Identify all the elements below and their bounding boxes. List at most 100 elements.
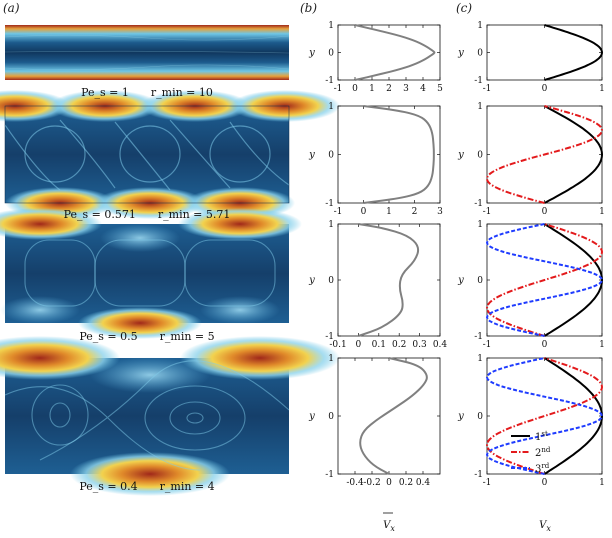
caption-r-4: r_min = 4 — [160, 480, 215, 493]
xtick-label-b3-5: 0.4 — [433, 340, 448, 350]
plot-b-4-frame — [337, 357, 441, 475]
caption-pe-4: Pe_s = 0.4 — [79, 480, 137, 493]
series-b1-mean-Vx — [354, 24, 436, 81]
ytick-label-b1-1: 0 — [328, 49, 334, 59]
ytick-label-c3-1: 0 — [477, 276, 483, 286]
legend-label-2nd: 2nd — [535, 446, 551, 459]
ytick-label-c3-2: 1 — [477, 220, 483, 230]
plot-c-row-2: -1 0 1 -1 0 1 y — [457, 102, 605, 217]
line-plots: -1 0 1 2 3 4 5 -1 0 1 y -1 0 1 2 3 -1 0 1 y -0.1 0 0.1 0.2 0.3 0.… — [308, 21, 605, 488]
ylabel-c4: y — [457, 411, 464, 422]
xtick-label-b1-3: 2 — [386, 84, 392, 94]
xtick-label-b1-4: 3 — [403, 84, 409, 94]
plot-c-4-frame — [486, 357, 603, 475]
ylabel-c2: y — [457, 150, 464, 161]
plot-c-row-1: -1 0 1 -1 0 1 y — [457, 21, 605, 94]
caption-r-3: r_min = 5 — [160, 330, 215, 343]
plot-c-row-4: -1 0 1 -1 0 1 y — [457, 354, 605, 488]
caption-pe-1: Pe_s = 1 — [81, 86, 129, 99]
xtick-label-b1-0: -1 — [334, 84, 343, 94]
xtick-label-c3-1: 0 — [542, 340, 548, 350]
series-c3-2nd — [485, 223, 604, 337]
panel-letter-a: (a) — [3, 1, 20, 15]
plot-c-1-frame — [486, 24, 603, 81]
legend-label-1st: 1st — [535, 430, 548, 443]
ylabel-b1: y — [308, 48, 315, 59]
xtick-label-c4-0: -1 — [483, 478, 492, 488]
caption-pe-3: Pe_s = 0.5 — [79, 330, 137, 343]
ytick-label-b3-1: 0 — [328, 276, 334, 286]
xtick-label-b1-2: 1 — [369, 84, 375, 94]
ytick-label-b4-1: 0 — [328, 412, 334, 422]
plot-b-row-4: -0.4 -0.2 0 0.2 0.4 -1 0 1 y — [308, 354, 441, 488]
ytick-label-c4-0: -1 — [474, 470, 483, 480]
legend: 1st 2nd 3rd — [511, 430, 551, 475]
ytick-label-c1-2: 1 — [477, 21, 483, 31]
b-xlabel: Vx — [383, 520, 395, 533]
series-c4-2nd — [485, 357, 604, 475]
series-c2-1st — [544, 105, 604, 204]
ytick-label-c2-0: -1 — [474, 199, 483, 209]
xtick-label-b3-4: 0.3 — [412, 340, 427, 350]
ytick-label-c4-1: 0 — [477, 412, 483, 422]
heatmap-row-3 — [0, 208, 302, 339]
series-c1-1st — [544, 24, 604, 81]
ytick-label-b4-0: -1 — [325, 470, 334, 480]
plot-c-row-3: -1 0 1 -1 0 1 y — [457, 220, 605, 350]
ytick-label-b2-0: -1 — [325, 199, 334, 209]
panel-letter-c: (c) — [456, 1, 472, 15]
heatmap-row-2 — [0, 90, 340, 219]
xtick-label-b4-0: -0.4 — [346, 478, 364, 488]
series-c3-3rd — [485, 223, 604, 337]
series-c4-3rd — [485, 357, 604, 475]
ytick-label-c2-2: 1 — [477, 102, 483, 112]
xtick-label-b3-3: 0.2 — [392, 340, 406, 350]
caption-r-2: r_min = 5.71 — [158, 208, 231, 221]
xtick-label-c2-2: 1 — [599, 207, 605, 217]
ytick-label-c1-0: -1 — [474, 76, 483, 86]
xtick-label-c1-2: 1 — [599, 84, 605, 94]
legend-label-3rd: 3rd — [535, 462, 550, 475]
ytick-label-b3-2: 1 — [328, 220, 334, 230]
ytick-label-b2-1: 0 — [328, 151, 334, 161]
series-c4-1st — [543, 357, 604, 475]
caption-row-3: Pe_s = 0.5 r_min = 5 — [79, 330, 214, 343]
series-b3-mean-Vx — [358, 223, 420, 337]
xtick-label-b2-4: 3 — [437, 207, 443, 217]
caption-row-4: Pe_s = 0.4 r_min = 4 — [79, 480, 214, 493]
xtick-label-c2-0: -1 — [483, 207, 492, 217]
xtick-label-b3-2: 0.1 — [372, 340, 386, 350]
xtick-label-c4-2: 1 — [599, 478, 605, 488]
plot-b-row-2: -1 0 1 2 3 -1 0 1 y — [308, 102, 443, 217]
ytick-label-b1-2: 1 — [328, 21, 334, 31]
plot-b-row-3: -0.1 0 0.1 0.2 0.3 0.4 -1 0 1 y — [308, 220, 447, 350]
series-b2-mean-Vx — [363, 105, 435, 204]
ylabel-c3: y — [457, 275, 464, 286]
xtick-label-c2-1: 0 — [542, 207, 548, 217]
panel-letter-b: (b) — [300, 1, 317, 15]
heatmap-row-4 — [0, 336, 340, 496]
xtick-label-b4-2: 0 — [386, 478, 392, 488]
xtick-label-b2-1: 0 — [361, 207, 367, 217]
ylabel-b4: y — [308, 411, 315, 422]
xtick-label-c4-1: 0 — [542, 478, 548, 488]
ytick-label-c1-1: 0 — [477, 49, 483, 59]
xtick-label-b2-3: 2 — [412, 207, 418, 217]
ytick-label-b2-2: 1 — [328, 102, 334, 112]
xtick-label-c3-2: 1 — [599, 340, 605, 350]
ylabel-b2: y — [308, 150, 315, 161]
xtick-label-b2-2: 1 — [386, 207, 392, 217]
series-c2-2nd — [485, 105, 604, 204]
xtick-label-b1-1: 0 — [352, 84, 358, 94]
ytick-label-b4-2: 1 — [328, 354, 334, 364]
xtick-label-c1-1: 0 — [542, 84, 548, 94]
xtick-label-c1-0: -1 — [483, 84, 492, 94]
series-c3-1st — [543, 223, 604, 337]
xtick-label-b1-6: 5 — [437, 84, 443, 94]
caption-pe-2: Pe_s = 0.571 — [64, 208, 136, 221]
xtick-label-b4-4: 0.4 — [416, 478, 431, 488]
caption-row-1: Pe_s = 1 r_min = 10 — [81, 86, 213, 99]
ytick-label-b1-0: -1 — [325, 76, 334, 86]
xtick-label-b4-3: 0.2 — [399, 478, 413, 488]
